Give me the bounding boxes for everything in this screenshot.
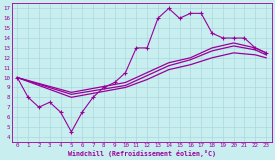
X-axis label: Windchill (Refroidissement éolien,°C): Windchill (Refroidissement éolien,°C) xyxy=(68,150,216,156)
